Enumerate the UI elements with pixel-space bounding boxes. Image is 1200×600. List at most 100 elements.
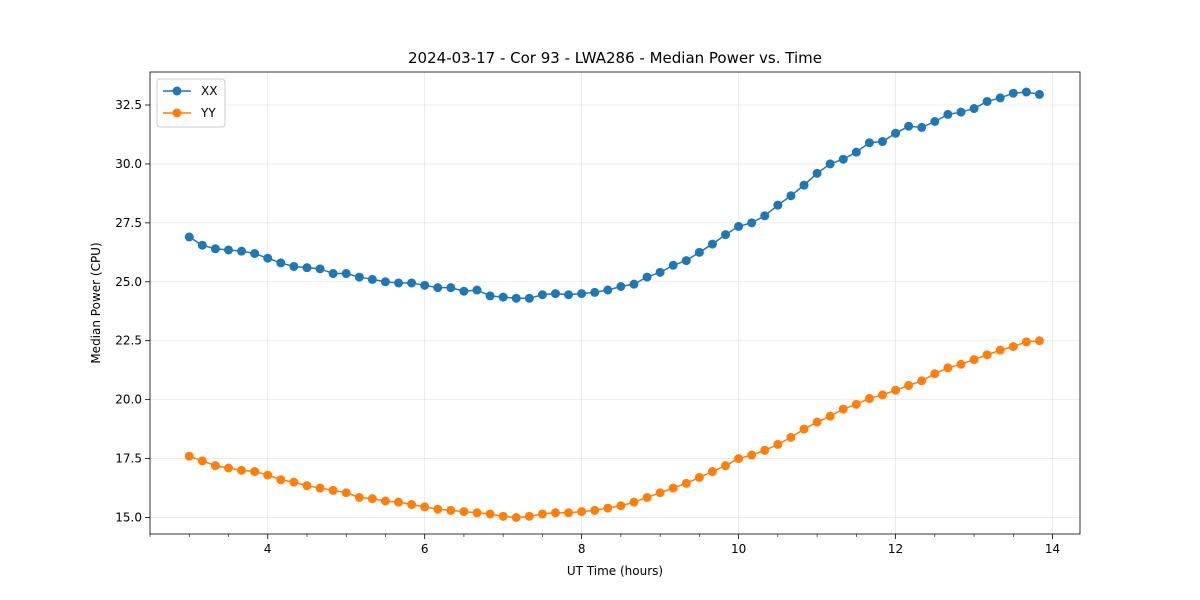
data-point-xx bbox=[250, 249, 260, 258]
data-point-xx bbox=[590, 287, 600, 297]
data-point-xx bbox=[995, 93, 1005, 103]
data-point-xx bbox=[786, 191, 796, 201]
data-point-yy bbox=[420, 502, 430, 512]
data-point-xx bbox=[302, 263, 312, 273]
data-point-xx bbox=[210, 244, 220, 254]
data-point-yy bbox=[655, 488, 665, 498]
data-point-yy bbox=[995, 345, 1005, 355]
data-point-yy bbox=[524, 511, 534, 521]
data-point-xx bbox=[407, 278, 417, 288]
data-point-xx bbox=[707, 239, 717, 249]
data-point-yy bbox=[891, 385, 901, 395]
data-point-xx bbox=[904, 121, 914, 131]
grid bbox=[150, 72, 1080, 534]
data-point-yy bbox=[1021, 337, 1031, 347]
y-tick-label: 15.0 bbox=[115, 511, 142, 525]
data-point-yy bbox=[956, 359, 966, 369]
data-point-yy bbox=[354, 492, 364, 502]
data-point-yy bbox=[786, 432, 796, 442]
data-point-xx bbox=[276, 258, 286, 268]
data-point-xx bbox=[734, 221, 744, 231]
y-tick-label: 32.5 bbox=[115, 98, 142, 112]
data-point-yy bbox=[564, 508, 574, 518]
data-point-yy bbox=[433, 504, 443, 514]
data-point-yy bbox=[851, 399, 861, 409]
data-point-xx bbox=[655, 267, 665, 277]
data-point-yy bbox=[237, 465, 247, 475]
series-yy bbox=[184, 336, 1044, 522]
data-point-yy bbox=[289, 477, 299, 487]
data-point-yy bbox=[590, 505, 600, 515]
legend: XX YY bbox=[156, 78, 226, 128]
data-point-xx bbox=[930, 117, 940, 126]
legend-label-xx: XX bbox=[201, 84, 217, 98]
data-point-xx bbox=[380, 277, 390, 287]
legend-item-xx: XX bbox=[163, 84, 217, 98]
data-point-xx bbox=[603, 285, 613, 295]
data-point-xx bbox=[799, 180, 809, 190]
y-tick-label: 30.0 bbox=[115, 157, 142, 171]
data-point-yy bbox=[1034, 336, 1044, 346]
data-point-xx bbox=[341, 269, 351, 279]
data-point-yy bbox=[721, 461, 731, 471]
data-point-yy bbox=[328, 485, 338, 495]
x-tick-label: 12 bbox=[888, 542, 903, 556]
data-point-yy bbox=[407, 500, 417, 510]
data-point-yy bbox=[681, 478, 691, 488]
data-point-xx bbox=[891, 128, 901, 138]
data-point-yy bbox=[616, 501, 626, 511]
data-point-xx bbox=[773, 200, 783, 210]
data-point-xx bbox=[681, 256, 691, 266]
data-point-xx bbox=[550, 289, 560, 299]
legend-marker-yy bbox=[172, 108, 182, 118]
data-point-yy bbox=[917, 376, 927, 386]
chart-title: 2024-03-17 - Cor 93 - LWA286 - Median Po… bbox=[408, 49, 822, 67]
data-point-yy bbox=[367, 494, 377, 504]
data-point-yy bbox=[825, 411, 835, 421]
data-point-yy bbox=[747, 450, 757, 460]
data-point-xx bbox=[564, 290, 574, 300]
data-point-xx bbox=[877, 137, 887, 147]
data-point-xx bbox=[223, 245, 233, 255]
data-point-yy bbox=[197, 456, 207, 466]
data-point-yy bbox=[184, 451, 194, 461]
data-point-yy bbox=[446, 505, 456, 515]
data-point-xx bbox=[982, 96, 992, 106]
data-point-xx bbox=[721, 230, 731, 240]
data-point-xx bbox=[616, 282, 626, 291]
data-point-yy bbox=[537, 509, 547, 519]
data-point-xx bbox=[524, 293, 534, 303]
y-tick-label: 22.5 bbox=[115, 334, 142, 348]
series-xx bbox=[184, 87, 1044, 303]
data-point-xx bbox=[629, 279, 639, 289]
data-point-xx bbox=[472, 285, 482, 295]
data-point-yy bbox=[877, 390, 887, 400]
data-point-xx bbox=[668, 260, 678, 270]
data-point-xx bbox=[969, 104, 979, 114]
data-point-yy bbox=[943, 363, 953, 373]
data-point-yy bbox=[642, 492, 652, 502]
data-point-xx bbox=[1034, 89, 1044, 99]
x-axis-label: UT Time (hours) bbox=[567, 564, 663, 578]
data-point-xx bbox=[485, 291, 495, 301]
data-point-xx bbox=[446, 283, 456, 293]
data-point-yy bbox=[982, 350, 992, 360]
y-axis-label: Median Power (CPU) bbox=[89, 242, 103, 363]
x-tick-label: 6 bbox=[421, 542, 429, 556]
data-point-yy bbox=[498, 511, 508, 521]
data-point-yy bbox=[276, 475, 286, 485]
x-tick-label: 14 bbox=[1045, 542, 1060, 556]
y-tick-label: 17.5 bbox=[115, 452, 142, 466]
data-point-yy bbox=[694, 472, 704, 482]
data-point-yy bbox=[485, 509, 495, 519]
data-point-yy bbox=[668, 483, 678, 493]
data-point-xx bbox=[825, 159, 835, 169]
data-point-xx bbox=[367, 274, 377, 284]
series-layer bbox=[184, 87, 1044, 522]
data-point-xx bbox=[838, 154, 848, 164]
data-point-xx bbox=[577, 289, 587, 299]
data-point-yy bbox=[707, 467, 717, 477]
data-point-xx bbox=[642, 272, 652, 282]
data-point-xx bbox=[197, 240, 207, 250]
